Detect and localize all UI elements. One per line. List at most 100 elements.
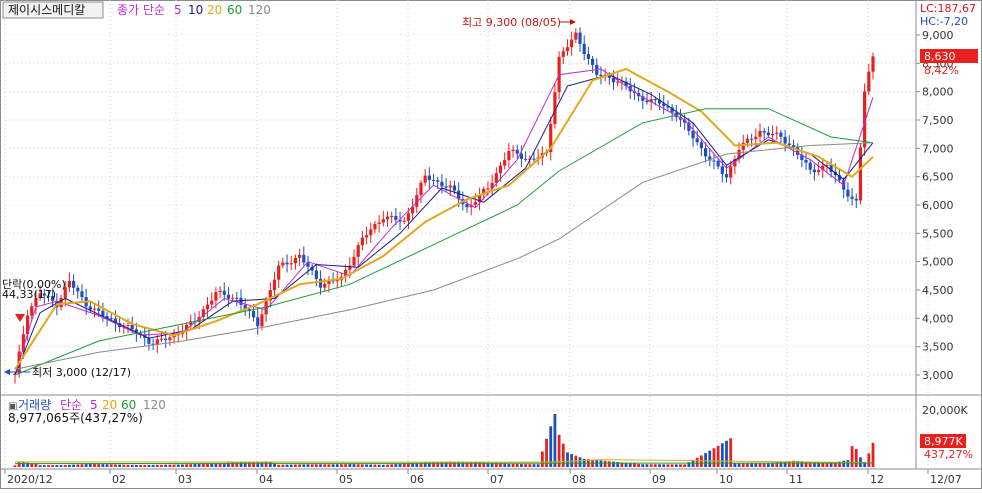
candle-body (666, 106, 670, 108)
candle-body (590, 58, 595, 65)
candle-body (394, 216, 398, 220)
candle-body (825, 164, 829, 166)
volume-bar (499, 463, 502, 467)
volume-bar (440, 461, 444, 467)
volume-bar (277, 464, 281, 467)
volume-bar (97, 464, 101, 467)
candle-body (63, 287, 67, 299)
volume-bar (532, 464, 536, 467)
candle-body (519, 153, 524, 159)
candle-body (306, 262, 310, 267)
volume-bar (227, 462, 230, 467)
candle-body (427, 175, 431, 180)
candle-body (189, 321, 193, 325)
candle-body (369, 229, 373, 236)
volume-bar (507, 463, 511, 467)
volume-badge-bg (920, 434, 966, 448)
candle-body (532, 158, 536, 160)
volume-bar (30, 463, 34, 467)
volume-bar (335, 464, 339, 467)
candle-body (235, 297, 239, 299)
volume-bar (369, 464, 373, 467)
candle-body (821, 165, 825, 171)
candle-body (578, 32, 582, 44)
volume-bar (427, 462, 431, 467)
candle-body (226, 294, 231, 299)
candle-body (858, 147, 863, 201)
volume-bar (607, 461, 611, 467)
candle-body (113, 318, 118, 324)
ma-period-20: 20 (207, 3, 222, 17)
volume-bar (528, 464, 532, 467)
volume-bar (662, 464, 666, 467)
candle-body (837, 175, 842, 181)
volume-bar (101, 464, 105, 467)
ma-line-10 (14, 74, 874, 376)
candle-body (126, 325, 130, 327)
candle-body (720, 166, 724, 175)
volume-bar (109, 464, 113, 467)
candle-body (231, 297, 235, 299)
volume-bar (729, 438, 733, 467)
volume-bar (612, 461, 615, 467)
candle-body (293, 257, 298, 264)
volume-bar (432, 462, 435, 467)
candle-body (80, 291, 84, 298)
volume-bar (469, 462, 473, 467)
volume-bar (147, 464, 151, 467)
volume-bar (72, 464, 75, 467)
volume-bar (114, 464, 117, 467)
volume-bar (63, 465, 67, 467)
candle-body (164, 338, 168, 341)
volume-bar (620, 462, 624, 467)
ma-period-5: 5 (174, 3, 182, 17)
price-tick-label: 7,500 (922, 114, 954, 127)
volume-bar (231, 462, 235, 467)
price-tick-label: 6,000 (922, 199, 954, 212)
volume-bar (201, 463, 205, 467)
volume-bar (561, 443, 565, 467)
volume-bar (352, 464, 356, 467)
volume-bar (624, 462, 628, 467)
price-tick-label: 4,500 (922, 284, 954, 297)
candle-body (737, 149, 741, 160)
ma-line-20 (14, 67, 874, 370)
volume-ma-label: 단순 (60, 398, 82, 412)
price-tick-label: 3,500 (922, 341, 954, 354)
candle-body (419, 182, 423, 196)
volume-badge: 8,977K (924, 435, 963, 448)
candle-body (327, 280, 331, 284)
candle-body (251, 310, 256, 318)
candle-body (147, 338, 151, 344)
stock-name-box[interactable] (2, 1, 104, 19)
candle-body (42, 293, 46, 296)
volume-bar (486, 462, 490, 467)
candle-body (38, 293, 42, 299)
left-sub-annotation: 44,33(17) (2, 288, 56, 301)
candle-body (109, 318, 113, 320)
price-tick-label: 5,500 (922, 227, 954, 240)
volume-bar (38, 465, 42, 467)
candle-body (678, 117, 683, 120)
price-tick-label: 9,000 (922, 29, 954, 42)
volume-bar (13, 465, 17, 467)
volume-bar (197, 463, 201, 467)
volume-bar (871, 442, 875, 467)
volume-bar (796, 460, 800, 467)
candle-body (457, 190, 461, 200)
volume-bar (285, 464, 289, 467)
volume-bar (645, 464, 649, 467)
candle-body (214, 292, 218, 301)
volume-bar (733, 462, 737, 467)
volume-axis-label: 20,000K (922, 404, 968, 417)
candle-body (210, 300, 214, 305)
candle-body (272, 279, 277, 291)
candle-body (507, 151, 511, 161)
candle-body (260, 314, 264, 327)
volume-bar (164, 464, 168, 467)
volume-bar (331, 464, 335, 467)
candle-body (243, 304, 247, 310)
candle-body (314, 270, 318, 279)
candle-body (599, 74, 603, 76)
candle-body (745, 138, 750, 143)
